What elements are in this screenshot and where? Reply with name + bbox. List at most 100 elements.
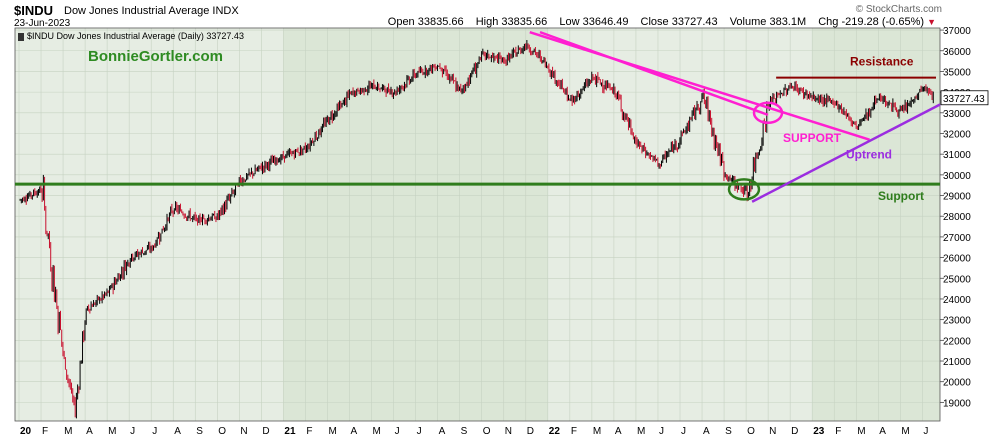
breakout-circle	[752, 101, 784, 125]
y-tick-label: 26000	[943, 254, 971, 265]
x-tick-label: O	[218, 426, 226, 437]
x-tick-label: A	[703, 426, 710, 437]
plot-frame	[14, 27, 941, 422]
downtrend-line-upper	[539, 30, 769, 117]
x-tick-label: M	[857, 426, 865, 437]
open-value: 33835.66	[417, 16, 464, 28]
x-tick-label: A	[615, 426, 622, 437]
y-tick-label: 33000	[943, 109, 971, 120]
open-label: Open	[387, 16, 415, 28]
header-date: 23-Jun-2023	[14, 18, 71, 29]
x-tick-label: F	[42, 426, 48, 437]
x-tick-label: D	[791, 426, 798, 437]
x-tick-label: F	[835, 426, 841, 437]
volume-value: 383.1M	[769, 16, 807, 28]
x-tick-label: J	[130, 426, 135, 437]
x-axis-ticks: 20 F M A M J J A S O N D 21 F M A M J J A S O N D 22 F M A M J J A S O N D 2…	[20, 426, 928, 437]
support-label: Support	[878, 189, 924, 203]
annotation-lines: Resistance Support SUPPORT Uptrend	[15, 30, 941, 203]
x-tick-label: J	[395, 426, 400, 437]
last-price-label: 33727.43	[943, 94, 985, 105]
x-tick-label: J	[659, 426, 664, 437]
x-tick-label: J	[417, 426, 422, 437]
low-label: Low	[559, 16, 580, 28]
grid-lines	[14, 27, 941, 422]
y-tick-label: 19000	[943, 398, 971, 409]
y-tick-label: 24000	[943, 295, 971, 306]
y-tick-label: 28000	[943, 212, 971, 223]
x-tick-label: F	[571, 426, 577, 437]
x-tick-label: N	[505, 426, 512, 437]
legend-text: $INDU Dow Jones Industrial Average (Dail…	[27, 31, 244, 41]
y-tick-label: 32000	[943, 129, 971, 140]
index-name: Dow Jones Industrial Average	[64, 5, 210, 17]
x-tick-label: 20	[20, 426, 32, 437]
x-tick-label: N	[769, 426, 776, 437]
x-tick-label: A	[879, 426, 886, 437]
brand-label: BonnieGortler.com	[88, 48, 224, 65]
x-tick-label: M	[901, 426, 909, 437]
chg-label: Chg	[818, 16, 839, 28]
ohlc-readout: Open 33835.66 High 33835.66 Low 33646.49…	[388, 16, 936, 28]
x-tick-label: A	[351, 426, 358, 437]
x-tick-label: A	[86, 426, 93, 437]
x-tick-label: J	[681, 426, 686, 437]
x-tick-label: N	[240, 426, 247, 437]
x-tick-label: A	[174, 426, 181, 437]
y-tick-label: 31000	[943, 150, 971, 161]
uptrend-label: Uptrend	[846, 147, 892, 161]
y-tick-label: 23000	[943, 316, 971, 327]
volume-label: Volume	[729, 16, 767, 28]
high-label: High	[475, 16, 499, 28]
exchange-label: INDX	[212, 5, 239, 17]
y-tick-label: 25000	[943, 274, 971, 285]
x-tick-label: M	[637, 426, 645, 437]
x-tick-label: J	[152, 426, 157, 437]
x-tick-label: M	[64, 426, 72, 437]
x-tick-label: S	[196, 426, 203, 437]
x-tick-label: S	[725, 426, 732, 437]
chg-value: -219.28 (-0.65%)	[841, 16, 925, 28]
x-tick-label: O	[747, 426, 755, 437]
y-tick-label: 36000	[943, 47, 971, 58]
x-tick-label: A	[439, 426, 446, 437]
close-label: Close	[640, 16, 669, 28]
y-axis-ticks: 19000 20000 21000 22000 23000 24000 25000 26000…	[940, 26, 989, 409]
x-tick-label: M	[593, 426, 601, 437]
x-tick-label: F	[306, 426, 312, 437]
x-tick-label: M	[108, 426, 116, 437]
x-tick-label: 23	[813, 426, 825, 437]
uptrend-line	[751, 103, 941, 203]
high-value: 33835.66	[501, 16, 548, 28]
y-tick-label: 20000	[943, 378, 971, 389]
plot-background	[15, 28, 940, 421]
low-value: 33646.49	[582, 16, 629, 28]
x-tick-label: 21	[284, 426, 296, 437]
symbol-label: $INDU	[14, 3, 54, 18]
resistance-label: Resistance	[850, 55, 914, 69]
y-tick-label: 29000	[943, 192, 971, 203]
y-tick-label: 30000	[943, 171, 971, 182]
symbol-name: Dow Jones Industrial Average INDX	[64, 5, 239, 17]
chg-down-arrow-icon: ▼	[927, 17, 936, 27]
y-tick-label: 35000	[943, 67, 971, 78]
last-price-box	[940, 90, 989, 106]
x-tick-label: D	[527, 426, 534, 437]
support-trend-label: SUPPORT	[783, 131, 842, 145]
y-tick-label: 37000	[943, 26, 971, 37]
price-series	[19, 40, 934, 419]
x-tick-label: O	[483, 426, 491, 437]
watermark-label: © StockCharts.com	[855, 4, 942, 15]
x-tick-label: D	[262, 426, 269, 437]
y-tick-label: 22000	[943, 336, 971, 347]
x-tick-label: 22	[549, 426, 561, 437]
low-circle	[727, 178, 761, 201]
close-value: 33727.43	[671, 16, 718, 28]
y-tick-label: 27000	[943, 233, 971, 244]
x-tick-label: M	[328, 426, 336, 437]
y-tick-label: 21000	[943, 357, 971, 368]
x-tick-label: M	[373, 426, 381, 437]
legend-swatch	[18, 32, 24, 41]
